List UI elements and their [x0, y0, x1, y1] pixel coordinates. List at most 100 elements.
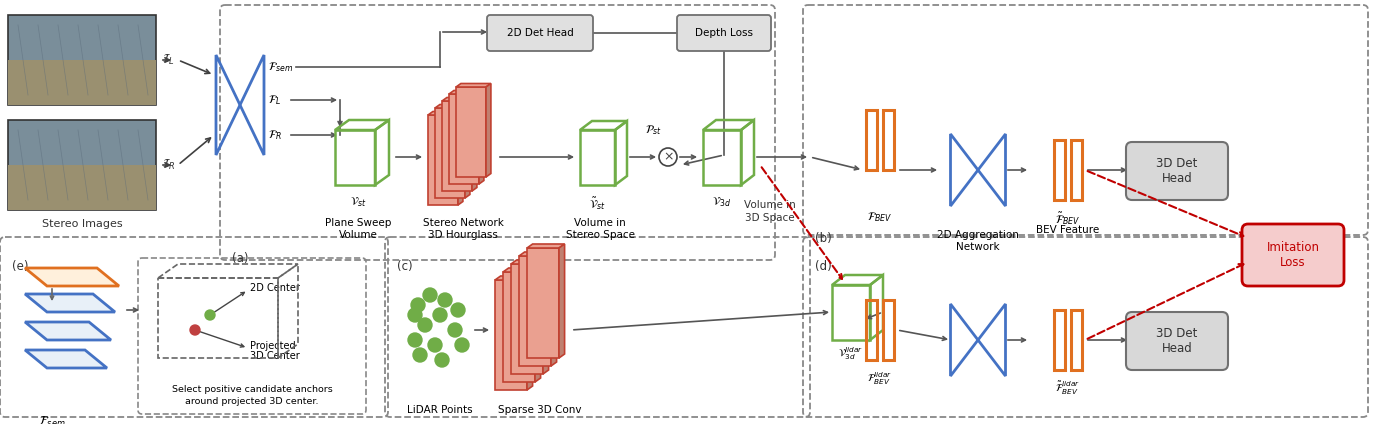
Text: LiDAR Points: LiDAR Points [408, 405, 473, 415]
Text: Volume in: Volume in [574, 218, 625, 228]
Polygon shape [450, 90, 484, 94]
Polygon shape [25, 268, 119, 286]
Circle shape [451, 303, 465, 317]
Text: Plane Sweep: Plane Sweep [325, 218, 391, 228]
Text: around projected 3D center.: around projected 3D center. [186, 398, 318, 407]
Polygon shape [511, 264, 543, 374]
Text: (e): (e) [13, 260, 28, 273]
Circle shape [436, 353, 450, 367]
Text: $\mathcal{F}_L$: $\mathcal{F}_L$ [268, 93, 281, 107]
Circle shape [417, 318, 431, 332]
Polygon shape [443, 101, 472, 191]
Polygon shape [503, 268, 540, 272]
Polygon shape [25, 350, 107, 368]
Text: $\mathcal{V}^{lidar}_{3d}$: $\mathcal{V}^{lidar}_{3d}$ [839, 345, 864, 362]
Polygon shape [528, 248, 558, 358]
Text: Projected: Projected [250, 341, 296, 351]
Polygon shape [443, 98, 477, 101]
Text: $\mathcal{F}_{sem}$: $\mathcal{F}_{sem}$ [39, 415, 66, 424]
Text: 3D Hourglass: 3D Hourglass [429, 230, 498, 240]
Circle shape [433, 308, 447, 322]
Text: Stereo Network: Stereo Network [423, 218, 504, 228]
Text: (d): (d) [815, 260, 832, 273]
Polygon shape [450, 94, 479, 184]
Polygon shape [528, 244, 564, 248]
Text: Select positive candidate anchors: Select positive candidate anchors [172, 385, 332, 394]
Text: $\times$: $\times$ [663, 151, 673, 164]
Polygon shape [456, 87, 486, 177]
Text: $\tilde{\mathcal{F}}^{lidar}_{BEV}$: $\tilde{\mathcal{F}}^{lidar}_{BEV}$ [1055, 380, 1081, 397]
Polygon shape [458, 112, 463, 205]
Text: BEV Feature: BEV Feature [1036, 225, 1100, 235]
Text: 3D Center: 3D Center [250, 351, 300, 361]
Text: 3D Det
Head: 3D Det Head [1156, 157, 1198, 185]
Polygon shape [436, 104, 470, 108]
Polygon shape [543, 260, 549, 374]
Circle shape [205, 310, 215, 320]
Polygon shape [25, 322, 112, 340]
Circle shape [410, 298, 424, 312]
Polygon shape [511, 260, 549, 264]
Circle shape [455, 338, 469, 352]
Circle shape [448, 323, 462, 337]
Text: 3D Det
Head: 3D Det Head [1156, 327, 1198, 355]
FancyBboxPatch shape [8, 60, 156, 105]
Polygon shape [535, 268, 540, 382]
Polygon shape [479, 90, 484, 184]
Text: 2D Center: 2D Center [250, 283, 300, 293]
Circle shape [438, 293, 452, 307]
Polygon shape [519, 252, 557, 256]
Text: 2D Aggregation: 2D Aggregation [937, 230, 1019, 240]
Polygon shape [486, 84, 491, 177]
Text: 2D Det Head: 2D Det Head [507, 28, 574, 38]
Text: 3D Space: 3D Space [745, 213, 794, 223]
Polygon shape [551, 252, 557, 366]
FancyBboxPatch shape [487, 15, 593, 51]
FancyBboxPatch shape [8, 120, 156, 210]
Text: Stereo Space: Stereo Space [565, 230, 635, 240]
Text: Volume: Volume [339, 230, 377, 240]
Text: $\mathcal{I}_L$: $\mathcal{I}_L$ [162, 53, 174, 67]
Text: (b): (b) [815, 232, 832, 245]
Text: Sparse 3D Conv: Sparse 3D Conv [498, 405, 582, 415]
Text: Stereo Images: Stereo Images [42, 219, 123, 229]
FancyBboxPatch shape [8, 165, 156, 210]
FancyBboxPatch shape [1242, 224, 1344, 286]
Text: $\mathcal{V}_{st}$: $\mathcal{V}_{st}$ [350, 195, 366, 209]
FancyBboxPatch shape [677, 15, 771, 51]
Polygon shape [472, 98, 477, 191]
Polygon shape [528, 276, 533, 390]
Polygon shape [456, 84, 491, 87]
Circle shape [408, 333, 422, 347]
Circle shape [423, 288, 437, 302]
Text: $\mathcal{V}_{3d}$: $\mathcal{V}_{3d}$ [712, 195, 732, 209]
Text: (a): (a) [232, 252, 248, 265]
FancyBboxPatch shape [1127, 142, 1228, 200]
Text: Network: Network [956, 242, 1000, 252]
Polygon shape [558, 244, 564, 358]
Text: $\tilde{\mathcal{V}}_{st}$: $\tilde{\mathcal{V}}_{st}$ [589, 195, 606, 212]
Polygon shape [429, 112, 463, 115]
Text: Volume in: Volume in [744, 200, 796, 210]
Polygon shape [429, 115, 458, 205]
FancyBboxPatch shape [1127, 312, 1228, 370]
Text: $\mathcal{I}_R$: $\mathcal{I}_R$ [162, 158, 176, 172]
Text: $\mathcal{F}^{lidar}_{BEV}$: $\mathcal{F}^{lidar}_{BEV}$ [867, 370, 892, 387]
Text: $\mathcal{F}_{sem}$: $\mathcal{F}_{sem}$ [268, 60, 293, 74]
Circle shape [413, 348, 427, 362]
Polygon shape [519, 256, 551, 366]
Polygon shape [465, 104, 470, 198]
Text: Depth Loss: Depth Loss [695, 28, 752, 38]
Polygon shape [25, 294, 114, 312]
FancyBboxPatch shape [8, 15, 156, 105]
Circle shape [190, 325, 200, 335]
Polygon shape [496, 276, 533, 280]
Text: $\tilde{\mathcal{F}}_{BEV}$: $\tilde{\mathcal{F}}_{BEV}$ [1055, 210, 1081, 227]
Text: $\mathcal{F}_R$: $\mathcal{F}_R$ [268, 128, 282, 142]
Circle shape [408, 308, 422, 322]
Text: (c): (c) [396, 260, 413, 273]
Text: $\mathcal{F}_{BEV}$: $\mathcal{F}_{BEV}$ [867, 210, 892, 224]
Circle shape [429, 338, 443, 352]
Text: $\mathcal{P}_{st}$: $\mathcal{P}_{st}$ [645, 123, 662, 137]
Polygon shape [496, 280, 528, 390]
